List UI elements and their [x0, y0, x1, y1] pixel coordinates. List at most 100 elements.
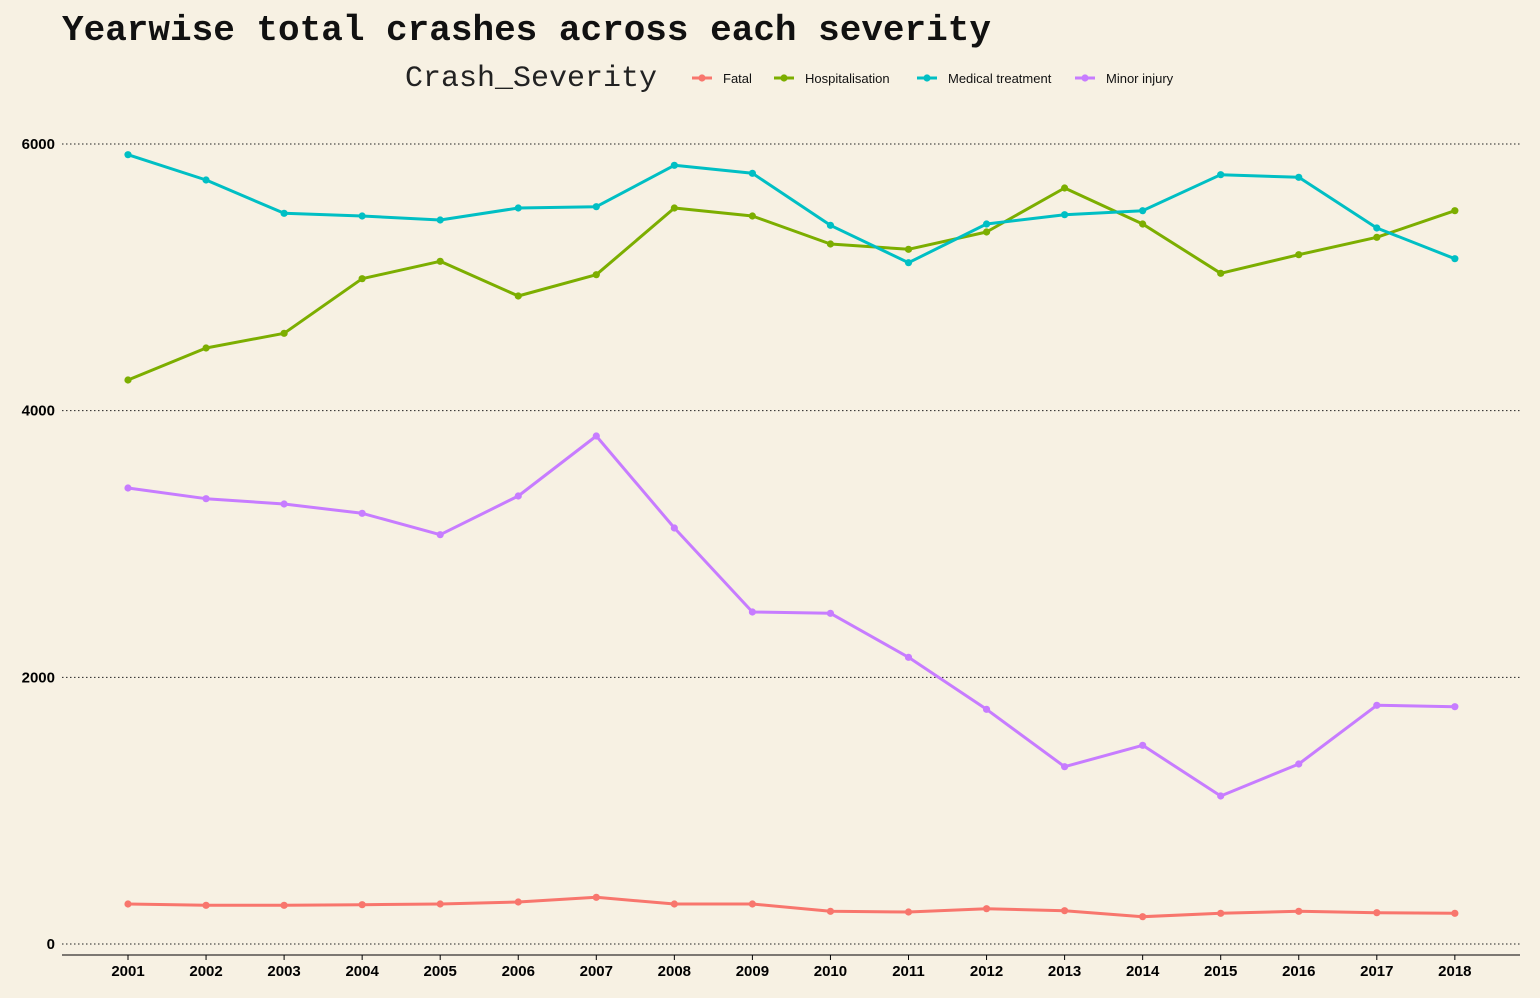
x-tick-label: 2014 — [1126, 963, 1160, 980]
data-point-medical-treatment — [1061, 211, 1069, 219]
x-tick-label: 2015 — [1204, 963, 1237, 980]
legend-key-hospitalisation — [774, 74, 794, 82]
y-tick-label: 4000 — [22, 403, 55, 420]
legend-label-medical-treatment: Medical treatment — [948, 71, 1052, 86]
data-point-hospitalisation — [904, 245, 913, 253]
x-tick-label: 2018 — [1438, 963, 1471, 980]
x-tick-label: 2010 — [814, 963, 847, 980]
legend-title: Crash_Severity — [405, 62, 658, 96]
x-tick-label: 2011 — [892, 963, 925, 980]
data-point-fatal — [748, 900, 757, 908]
data-point-fatal — [1373, 909, 1381, 917]
data-point-fatal — [436, 900, 444, 908]
x-tick-label: 2016 — [1282, 963, 1315, 980]
data-point-minor-injury — [358, 509, 366, 517]
x-tick-label: 2005 — [424, 963, 457, 980]
x-tick-label: 2002 — [189, 963, 222, 980]
data-point-medical-treatment — [514, 204, 522, 212]
series-line-fatal — [127, 895, 1455, 919]
data-point-hospitalisation — [748, 212, 757, 220]
data-point-medical-treatment — [670, 161, 678, 169]
series-line-hospitalisation — [127, 186, 1456, 382]
data-point-minor-injury — [670, 524, 678, 532]
data-point-medical-treatment — [280, 209, 288, 217]
data-point-hospitalisation — [280, 329, 288, 337]
data-point-fatal — [670, 900, 678, 908]
data-point-hospitalisation — [1217, 269, 1225, 277]
data-point-minor-injury — [748, 608, 757, 616]
data-point-fatal — [1139, 913, 1147, 921]
data-point-medical-treatment — [124, 151, 132, 159]
data-point-minor-injury — [1373, 701, 1381, 709]
data-point-medical-treatment — [904, 259, 913, 267]
legend-key-fatal — [692, 74, 712, 82]
data-point-fatal — [202, 901, 210, 909]
data-point-minor-injury — [202, 495, 210, 503]
data-point-minor-injury — [1217, 792, 1225, 800]
data-point-medical-treatment — [1139, 207, 1147, 215]
data-point-hospitalisation — [982, 228, 991, 236]
data-point-minor-injury — [124, 484, 132, 492]
data-point-minor-injury — [982, 705, 991, 713]
data-point-medical-treatment — [592, 203, 600, 211]
data-point-fatal — [1217, 909, 1225, 917]
x-tick-label: 2017 — [1360, 963, 1393, 980]
series-line-minor-injury — [127, 434, 1455, 798]
data-point-hospitalisation — [358, 275, 366, 283]
x-tick-label: 2006 — [502, 963, 535, 980]
y-tick-label: 2000 — [22, 669, 55, 686]
series-line-medical-treatment — [127, 153, 1456, 265]
data-point-fatal — [904, 908, 913, 916]
legend-label-hospitalisation: Hospitalisation — [805, 71, 890, 86]
data-point-medical-treatment — [1295, 173, 1303, 181]
data-point-hospitalisation — [1373, 233, 1381, 241]
data-point-medical-treatment — [358, 212, 366, 220]
data-point-medical-treatment — [982, 220, 991, 228]
legend-key-minor-injury — [1075, 74, 1095, 82]
data-point-fatal — [280, 901, 288, 909]
data-point-hospitalisation — [670, 204, 678, 212]
data-point-hospitalisation — [436, 257, 444, 265]
data-point-fatal — [1451, 909, 1459, 917]
data-point-medical-treatment — [748, 169, 757, 177]
data-point-medical-treatment — [826, 221, 835, 229]
x-tick-label: 2013 — [1048, 963, 1081, 980]
data-point-hospitalisation — [1451, 207, 1459, 215]
data-point-medical-treatment — [436, 216, 444, 224]
data-point-hospitalisation — [514, 292, 522, 300]
data-point-minor-injury — [904, 653, 913, 661]
data-point-hospitalisation — [1061, 184, 1069, 192]
data-point-minor-injury — [1139, 741, 1147, 749]
data-point-fatal — [982, 905, 991, 913]
legend-label-fatal: Fatal — [723, 71, 752, 86]
data-point-fatal — [358, 901, 366, 909]
data-point-fatal — [1295, 907, 1303, 915]
x-tick-label: 2012 — [970, 963, 1003, 980]
x-tick-label: 2003 — [267, 963, 300, 980]
data-point-hospitalisation — [1139, 220, 1147, 228]
data-point-hospitalisation — [592, 271, 600, 279]
data-point-fatal — [514, 898, 522, 906]
data-point-minor-injury — [436, 531, 444, 539]
x-tick-label: 2007 — [580, 963, 613, 980]
data-point-minor-injury — [514, 492, 522, 500]
data-point-minor-injury — [1061, 763, 1069, 771]
data-point-minor-injury — [826, 609, 835, 617]
data-point-minor-injury — [280, 500, 288, 508]
data-point-medical-treatment — [1217, 171, 1225, 179]
data-point-minor-injury — [1451, 703, 1459, 711]
x-tick-label: 2009 — [736, 963, 769, 980]
data-point-minor-injury — [1295, 760, 1303, 768]
data-point-minor-injury — [592, 432, 600, 440]
chart-title: Yearwise total crashes across each sever… — [62, 10, 991, 51]
data-point-fatal — [826, 907, 835, 915]
data-point-fatal — [124, 900, 132, 908]
data-point-fatal — [1061, 907, 1069, 915]
y-tick-label: 0 — [47, 936, 55, 953]
x-tick-label: 2001 — [111, 963, 144, 980]
data-point-fatal — [592, 893, 600, 901]
data-point-hospitalisation — [1295, 251, 1303, 259]
x-tick-label: 2008 — [658, 963, 691, 980]
data-point-hospitalisation — [202, 344, 210, 352]
